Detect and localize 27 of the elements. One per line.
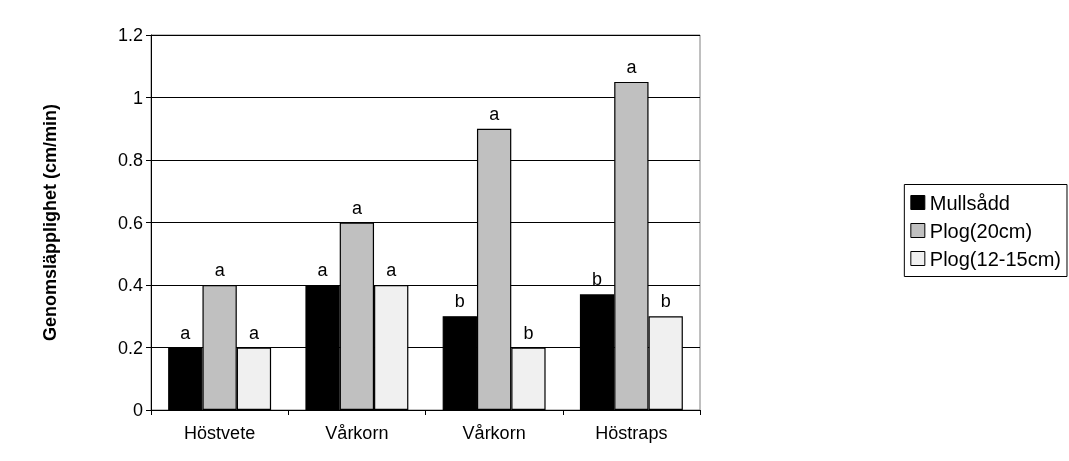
x-tick-label: Höstraps <box>595 423 668 443</box>
data-label: a <box>248 322 260 343</box>
x-tick-label: Vårkorn <box>462 423 526 443</box>
x-tick-label: Vårkorn <box>325 423 389 443</box>
y-tick-label: 1 <box>132 87 143 108</box>
data-label: a <box>351 197 363 218</box>
data-label: a <box>317 260 329 280</box>
data-label: b <box>454 291 465 312</box>
y-tick-label: 0.2 <box>117 337 143 358</box>
data-label: a <box>214 260 226 280</box>
y-tick-label: 0.4 <box>117 275 143 295</box>
y-axis-title: Genomsläpplighet (cm/min) <box>40 103 60 342</box>
legend-label: Mullsådd <box>929 191 1010 214</box>
y-tick-label: 0.6 <box>117 212 143 233</box>
data-label: b <box>660 291 671 312</box>
data-label: b <box>523 322 534 343</box>
data-label: a <box>386 260 398 280</box>
legend-label: Plog(12-15cm) <box>929 247 1062 270</box>
data-label: a <box>626 56 638 77</box>
y-tick-label: 1.2 <box>117 25 143 45</box>
legend-label: Plog(20cm) <box>929 219 1033 242</box>
data-label: a <box>180 322 192 343</box>
y-tick-label: 0 <box>132 400 143 420</box>
x-tick-label: Höstvete <box>184 423 256 443</box>
data-label: b <box>592 269 603 290</box>
y-tick-label: 0.8 <box>117 150 143 170</box>
data-label: a <box>489 103 501 124</box>
